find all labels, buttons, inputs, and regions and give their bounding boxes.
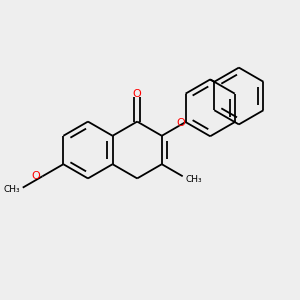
Text: O: O [133,89,142,99]
Text: CH₃: CH₃ [3,185,20,194]
Text: O: O [31,171,40,181]
Text: O: O [177,118,185,128]
Text: CH₃: CH₃ [186,175,202,184]
